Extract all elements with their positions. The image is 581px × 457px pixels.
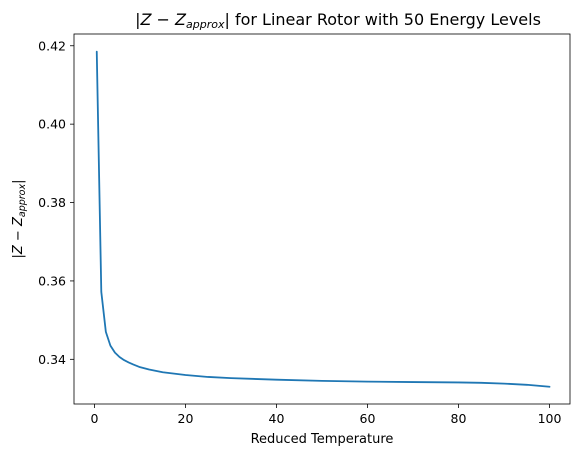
chart-title-rest: for Linear Rotor with 50 Energy Levels — [230, 10, 541, 29]
chart-title-bar-close: | — [224, 10, 229, 29]
y-axis-label-bar-open: | — [11, 254, 26, 258]
y-axis-label-minus: − — [11, 226, 26, 245]
y-tick-label: 0.42 — [38, 38, 66, 53]
x-tick-label: 40 — [269, 411, 285, 426]
x-tick-label: 60 — [360, 411, 376, 426]
x-tick-label: 100 — [538, 411, 562, 426]
series-layer — [95, 50, 551, 388]
axes-frame — [73, 33, 571, 405]
y-tick-label: 0.34 — [38, 352, 66, 367]
y-axis-label-z2: Z — [11, 216, 26, 227]
y-axis-label-subscript: approx — [17, 184, 28, 218]
y-axis-label-z: Z — [11, 244, 26, 255]
x-tick-label: 20 — [178, 411, 194, 426]
x-axis-label: Reduced Temperature — [251, 432, 394, 447]
chart-title-minus: − — [151, 10, 175, 29]
x-axis-ticks: 0 20 40 60 80 100 — [91, 404, 562, 426]
x-tick-label: 80 — [451, 411, 467, 426]
x-tick-label: 0 — [91, 411, 99, 426]
y-axis-ticks: 0.34 0.36 0.38 0.40 0.42 — [38, 38, 74, 367]
y-axis-label-bar-close: | — [11, 180, 26, 184]
y-tick-label: 0.36 — [38, 273, 66, 288]
chart-title: |Z − Zapprox| for Linear Rotor with 50 E… — [135, 10, 541, 31]
series-line — [95, 50, 551, 388]
plot-area: 0 20 40 60 80 100 0.34 0.36 0.38 0.40 0.42 — [38, 33, 571, 426]
y-axis-label: |Z − Zapprox| — [11, 180, 28, 259]
y-tick-label: 0.40 — [38, 117, 66, 132]
y-tick-label: 0.38 — [38, 195, 66, 210]
chart-title-bar-open: | — [135, 10, 140, 29]
chart-title-z2: Z — [174, 10, 187, 29]
chart-title-subscript: approx — [186, 18, 225, 31]
chart-title-z: Z — [139, 10, 152, 29]
